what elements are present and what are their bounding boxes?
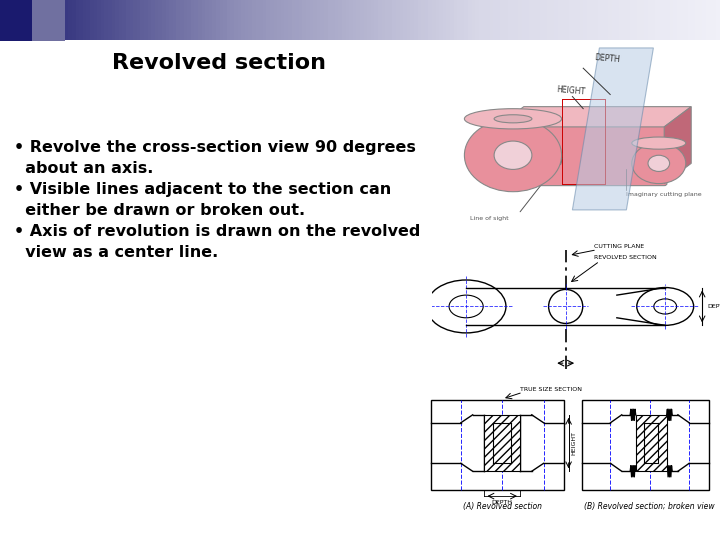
Text: Line of sight: Line of sight: [470, 216, 508, 221]
Text: Imaginary cutting plane: Imaginary cutting plane: [626, 192, 702, 197]
Text: DEPTH: DEPTH: [708, 304, 720, 309]
FancyBboxPatch shape: [494, 125, 667, 186]
Text: Revolved section: Revolved section: [112, 53, 326, 73]
Ellipse shape: [549, 289, 582, 323]
Text: REVOLVED SECTION: REVOLVED SECTION: [594, 255, 657, 260]
Text: HEIGHT: HEIGHT: [557, 85, 586, 97]
Text: TRUE SIZE SECTION: TRUE SIZE SECTION: [520, 387, 582, 392]
Ellipse shape: [464, 109, 562, 129]
Polygon shape: [572, 48, 654, 210]
Circle shape: [494, 141, 532, 170]
Text: • Revolve the cross-section view 90 degrees
  about an axis.
• Visible lines adj: • Revolve the cross-section view 90 degr…: [14, 140, 420, 260]
Bar: [431, 400, 564, 490]
Bar: [32, 0, 65, 40]
Circle shape: [648, 155, 670, 172]
Circle shape: [464, 119, 562, 192]
Text: CUTTING PLANE: CUTTING PLANE: [594, 244, 644, 249]
Text: DEPTH: DEPTH: [594, 53, 621, 64]
Ellipse shape: [632, 137, 685, 149]
Text: DEPTH: DEPTH: [492, 500, 513, 504]
Text: (B) Revolved section; broken view: (B) Revolved section; broken view: [585, 502, 715, 510]
Ellipse shape: [494, 114, 532, 123]
Polygon shape: [636, 415, 667, 471]
Polygon shape: [497, 106, 691, 127]
Circle shape: [632, 143, 685, 184]
Text: (A) Revolved section: (A) Revolved section: [463, 502, 541, 510]
Bar: [582, 400, 708, 490]
Polygon shape: [664, 106, 691, 184]
Polygon shape: [485, 415, 520, 471]
Text: HEIGHT: HEIGHT: [572, 431, 577, 455]
Bar: [0, 0, 32, 40]
